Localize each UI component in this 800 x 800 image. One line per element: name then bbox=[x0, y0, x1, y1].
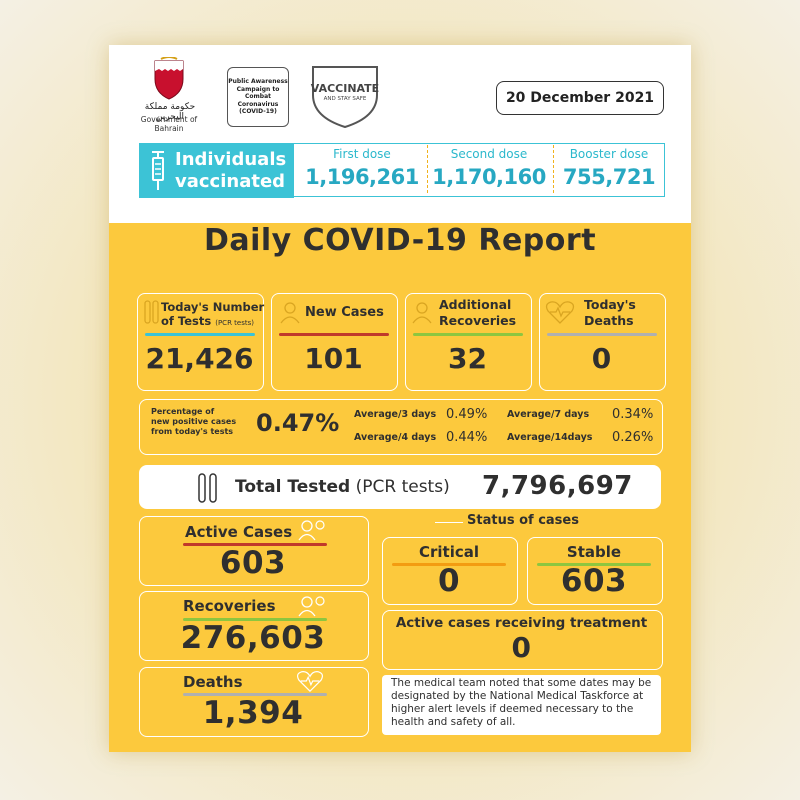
stable-underline bbox=[537, 563, 651, 566]
active-cases-label: Active Cases bbox=[185, 523, 293, 541]
treatment-box bbox=[382, 610, 663, 670]
bahrain-emblem-icon bbox=[147, 57, 191, 101]
stable-label: Stable bbox=[566, 543, 622, 561]
deaths-box bbox=[539, 293, 666, 391]
cumulative-deaths-underline bbox=[183, 693, 327, 696]
dose-divider bbox=[427, 145, 428, 193]
cumulative-deaths-label: Deaths bbox=[183, 673, 243, 691]
person-icon bbox=[411, 301, 433, 325]
cumulative-deaths-box bbox=[139, 667, 369, 737]
deaths-underline bbox=[547, 333, 657, 336]
total-tested-value: 7,796,697 bbox=[482, 471, 633, 501]
cumulative-recoveries-underline bbox=[183, 618, 327, 621]
treatment-label: Active cases receiving treatment bbox=[395, 615, 648, 631]
tests-box bbox=[137, 293, 264, 391]
heart-pulse-icon bbox=[545, 299, 575, 325]
tests-label-note: (PCR tests) bbox=[215, 319, 254, 327]
treatment-value: 0 bbox=[511, 631, 532, 664]
new-cases-underline bbox=[279, 333, 389, 336]
average-14-days-value: 0.26% bbox=[612, 430, 654, 445]
report-date: 20 December 2021 bbox=[496, 81, 664, 115]
individuals-vaccinated-label: Individuals vaccinated bbox=[139, 143, 294, 198]
stable-value: 603 bbox=[560, 563, 628, 599]
cumulative-recoveries-label: Recoveries bbox=[183, 597, 276, 615]
recoveries-label-line1: Additional bbox=[439, 297, 512, 312]
tests-underline bbox=[145, 333, 255, 336]
deaths-value: 0 bbox=[591, 342, 612, 375]
deaths-label-line1: Today's bbox=[584, 297, 636, 312]
average-7-days-value: 0.34% bbox=[612, 407, 654, 422]
critical-underline bbox=[392, 563, 506, 566]
cumulative-recoveries-box bbox=[139, 591, 369, 661]
recoveries-underline bbox=[413, 333, 523, 336]
second-dose-value: 1,170,160 bbox=[432, 165, 546, 189]
total-tested-box bbox=[139, 465, 661, 509]
total-tested-text: Total Tested bbox=[235, 477, 351, 497]
recoveries-value: 32 bbox=[448, 342, 487, 375]
new-cases-label: New Cases bbox=[305, 305, 384, 320]
first-dose-label: First dose bbox=[333, 147, 391, 161]
positivity-label-line1: Percentage of bbox=[151, 407, 215, 416]
active-cases-underline bbox=[183, 543, 327, 546]
tests-label-line1: Today's Number bbox=[161, 300, 265, 314]
active-cases-value: 603 bbox=[219, 545, 287, 581]
recoveries-label-line2: Recoveries bbox=[439, 313, 517, 328]
critical-value: 0 bbox=[437, 563, 461, 599]
person-icon bbox=[297, 595, 327, 617]
person-icon bbox=[297, 519, 327, 541]
vaccinate-subtitle: AND STAY SAFE bbox=[323, 96, 367, 102]
average-4-days-value: 0.44% bbox=[446, 430, 488, 445]
average-3-days-label: Average/3 days bbox=[354, 409, 437, 420]
report-title: Daily COVID-19 Report bbox=[203, 223, 597, 258]
positivity-label-line2: new positive cases bbox=[151, 417, 237, 426]
average-14-days-label: Average/14days bbox=[507, 432, 593, 443]
total-tested-label: Total Tested (PCR tests) bbox=[235, 477, 450, 497]
status-title: Status of cases bbox=[463, 513, 583, 528]
positivity-box bbox=[139, 399, 663, 455]
vaccinated-label-line2: vaccinated bbox=[175, 170, 286, 192]
note-text: The medical team noted that some dates m… bbox=[391, 677, 652, 729]
tests-label-text: of Tests bbox=[161, 314, 212, 328]
booster-dose-value: 755,721 bbox=[562, 165, 656, 189]
critical-label: Critical bbox=[418, 543, 479, 561]
positivity-label-line3: from today's tests bbox=[151, 427, 234, 436]
syringe-icon bbox=[147, 150, 169, 192]
cumulative-recoveries-value: 276,603 bbox=[180, 620, 326, 656]
first-dose-value: 1,196,261 bbox=[305, 165, 419, 189]
tests-value: 21,426 bbox=[145, 342, 254, 375]
heart-pulse-icon bbox=[295, 669, 325, 693]
total-tested-note: (PCR tests) bbox=[355, 477, 450, 497]
second-dose-label: Second dose bbox=[450, 147, 528, 161]
emblem-arabic-script: حكومة مملكة البحرين bbox=[144, 102, 196, 122]
tests-label-line2: of Tests (PCR tests) bbox=[161, 314, 254, 328]
shield-icon bbox=[309, 63, 381, 129]
average-3-days-value: 0.49% bbox=[446, 407, 488, 422]
vaccinate-title: VACCINATE bbox=[310, 82, 380, 95]
booster-dose-label: Booster dose bbox=[569, 147, 649, 161]
campaign-box: Public Awareness Campaign to Combat Coro… bbox=[227, 67, 289, 127]
deaths-label-line2: Deaths bbox=[584, 313, 634, 328]
recoveries-box bbox=[405, 293, 532, 391]
test-tubes-icon bbox=[197, 472, 219, 504]
positivity-value: 0.47% bbox=[256, 409, 340, 437]
report-card: حكومة مملكة البحرين Government of Bahrai… bbox=[109, 45, 691, 752]
emblem-caption: Government of Bahrain bbox=[140, 115, 198, 133]
active-cases-box bbox=[139, 516, 369, 586]
stable-box bbox=[527, 537, 663, 605]
test-tubes-icon bbox=[143, 299, 161, 325]
person-icon bbox=[279, 301, 301, 325]
average-4-days-label: Average/4 days bbox=[354, 432, 437, 443]
vaccinated-label-line1: Individuals bbox=[175, 148, 287, 170]
average-7-days-label: Average/7 days bbox=[507, 409, 590, 420]
dose-divider bbox=[553, 145, 554, 193]
new-cases-box bbox=[271, 293, 398, 391]
new-cases-value: 101 bbox=[304, 342, 363, 375]
critical-box bbox=[382, 537, 518, 605]
cumulative-deaths-value: 1,394 bbox=[202, 695, 304, 731]
note-box bbox=[382, 675, 661, 735]
